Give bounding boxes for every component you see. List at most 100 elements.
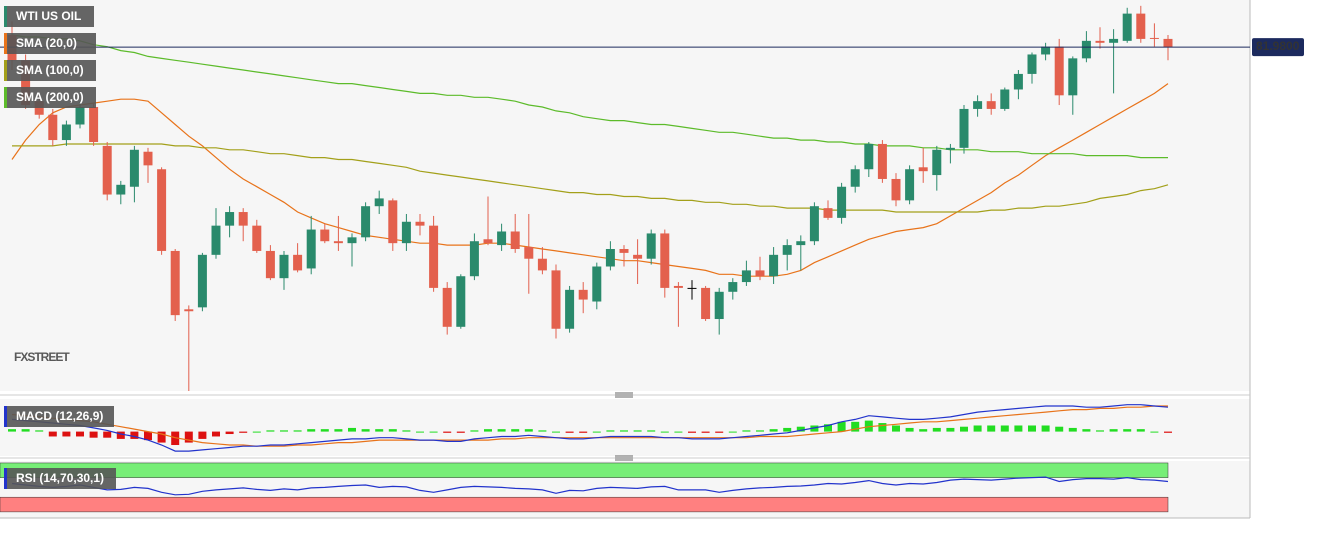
candle-body xyxy=(89,106,99,143)
legend-swatch xyxy=(4,87,7,108)
histogram-bar xyxy=(388,429,397,432)
candle-body xyxy=(592,266,602,302)
candle-body xyxy=(1054,46,1064,96)
candle-body xyxy=(279,254,289,279)
histogram-bar xyxy=(470,430,479,432)
histogram-bar xyxy=(484,429,492,432)
macd-line xyxy=(11,404,1169,452)
histogram-bar xyxy=(266,430,275,432)
histogram-bar xyxy=(592,431,601,433)
candle-body xyxy=(837,186,847,218)
candle-body xyxy=(905,169,915,201)
histogram-bar xyxy=(905,427,914,432)
candle-body xyxy=(48,114,58,141)
legend-box[interactable] xyxy=(4,33,96,54)
candle-body xyxy=(1136,13,1146,39)
candle-body xyxy=(796,241,806,246)
candle-body xyxy=(565,289,575,329)
histogram-bar xyxy=(416,431,424,433)
candle-body xyxy=(320,229,330,242)
histogram-bar xyxy=(837,421,846,432)
histogram-bar xyxy=(946,427,955,432)
candle-body xyxy=(483,239,493,244)
candle-body xyxy=(728,282,738,292)
last-price-label: 81.9800 xyxy=(1256,39,1300,53)
histogram-bar xyxy=(1150,431,1159,433)
histogram-bar xyxy=(552,431,560,433)
legend-box[interactable] xyxy=(4,6,94,27)
candle-body xyxy=(605,248,615,267)
candle-body xyxy=(660,233,670,288)
legend-box[interactable] xyxy=(4,468,116,489)
candle-body xyxy=(687,287,697,289)
histogram-bar xyxy=(320,429,329,432)
histogram-bar xyxy=(1068,427,1077,432)
candle-body xyxy=(116,184,126,195)
candle-body xyxy=(157,169,167,251)
candle-body xyxy=(456,276,466,327)
histogram-bar xyxy=(157,431,166,443)
candle-body xyxy=(21,60,31,106)
candle-body xyxy=(265,250,275,279)
candle-body xyxy=(877,143,887,179)
panel-divider[interactable] xyxy=(0,392,1250,398)
legend-label: SMA (100,0) xyxy=(16,63,84,77)
legend-box[interactable] xyxy=(4,406,114,427)
histogram-bar xyxy=(1164,431,1172,433)
sma-line xyxy=(12,143,1169,213)
histogram-bar xyxy=(239,431,248,433)
rsi-band xyxy=(0,462,1169,478)
candle-body xyxy=(850,169,860,187)
candle-body xyxy=(769,254,779,277)
rsi-line xyxy=(11,476,1169,496)
legend-box[interactable] xyxy=(4,87,96,108)
last-price-box xyxy=(1252,38,1304,57)
histogram-bar xyxy=(973,425,982,432)
candle-body xyxy=(429,225,439,288)
histogram-bar xyxy=(1123,429,1132,432)
legend-swatch xyxy=(4,33,7,54)
candle-body xyxy=(959,108,969,148)
candle-body xyxy=(782,245,792,255)
histogram-bar xyxy=(633,430,642,432)
rsi-band xyxy=(0,496,1169,513)
candle-body xyxy=(306,229,316,269)
histogram-bar xyxy=(280,430,288,432)
candle-body xyxy=(75,106,85,125)
histogram-bar xyxy=(361,429,370,432)
candle-body xyxy=(497,231,507,246)
candle-body xyxy=(932,149,942,176)
candle-body xyxy=(537,258,547,271)
legend-box[interactable] xyxy=(4,60,96,81)
legend-swatch xyxy=(4,468,7,489)
histogram-bar xyxy=(1041,425,1050,432)
histogram-bar xyxy=(674,431,683,433)
candle-body xyxy=(945,147,955,150)
histogram-bar xyxy=(919,429,928,432)
histogram-bar xyxy=(606,430,615,432)
labels: 81.9800 WTI US OIL SMA (20,0) SMA (100,0) SM… xyxy=(4,6,1304,489)
histogram-bar xyxy=(307,429,316,432)
histogram-bar xyxy=(402,430,411,432)
histogram-bar xyxy=(293,430,302,432)
panel-divider[interactable] xyxy=(0,455,1250,461)
candle-body xyxy=(891,178,901,201)
candle-body xyxy=(361,206,371,238)
histogram-bar xyxy=(1096,430,1104,432)
candle-body xyxy=(524,247,534,259)
candle-body xyxy=(1041,46,1051,55)
histogram-bar xyxy=(1028,425,1036,432)
candle-body xyxy=(238,212,248,226)
histogram-bar xyxy=(620,430,628,432)
candle-body xyxy=(415,221,425,226)
candle-body xyxy=(252,225,262,251)
candle-body xyxy=(1013,73,1023,90)
histogram-bar xyxy=(212,431,220,437)
candle-body xyxy=(646,233,656,259)
candle-body xyxy=(864,143,874,170)
histogram-bar xyxy=(851,421,860,432)
candle-body xyxy=(197,254,207,308)
histogram-bar xyxy=(1109,429,1118,432)
histogram-bar xyxy=(565,431,574,433)
candle-body xyxy=(225,212,235,226)
